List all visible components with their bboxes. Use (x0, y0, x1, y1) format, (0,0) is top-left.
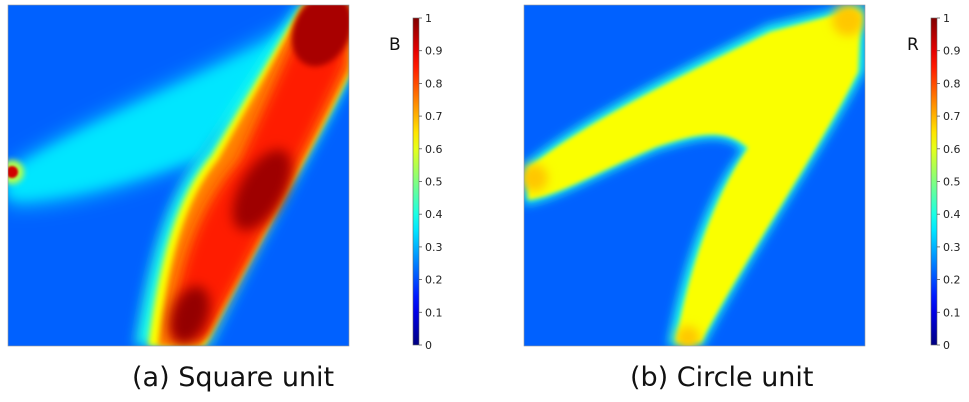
colorbar-tick-label-6: 0.6 (943, 143, 961, 156)
colorbar-tick-label-6: 0.6 (425, 143, 443, 156)
colorbar-label-b: R (907, 35, 919, 55)
caption-b: (b) Circle unit (630, 362, 814, 393)
colorbar-tick-label-4: 0.4 (943, 208, 961, 221)
colorbar-tick-label-3: 0.3 (425, 241, 443, 254)
colorbar-tick-label-1: 0.1 (943, 306, 961, 319)
colorbar-tick-label-2: 0.2 (425, 274, 443, 287)
hotspot-top (291, 5, 349, 67)
colorbar-label-a: B (389, 35, 401, 55)
plot-frame-a (7, 4, 350, 347)
colorbar-b (930, 17, 938, 346)
colorbar-tick-label-3: 0.3 (943, 241, 961, 254)
hotspot-middle (232, 149, 292, 231)
heatmap-panel-b: 0 0.1 0.2 0.3 0.4 0.5 0.6 0.7 0.8 0.9 1 R (518, 0, 969, 364)
heatmap-chart-a: 0 0.1 0.2 0.3 0.4 0.5 0.6 0.7 0.8 0.9 1 B (7, 4, 443, 352)
colorbar-tick-label-2: 0.2 (943, 274, 961, 287)
tip-left (524, 164, 548, 192)
shape-fill (528, 10, 861, 342)
colorbar-tick-label-7: 0.7 (425, 110, 443, 123)
colorbar-tick-label-8: 0.8 (425, 77, 443, 90)
caption-a: (a) Square unit (132, 362, 335, 393)
colorbar-tick-label-10: 1 (425, 12, 432, 25)
edge-spot (8, 166, 18, 178)
heatmap-field-a (8, 5, 349, 346)
colorbar-tick-label-4: 0.4 (425, 208, 443, 221)
colorbar-tick-label-5: 0.5 (943, 176, 961, 189)
tip-bottom (676, 326, 700, 346)
colorbar-tick-label-7: 0.7 (943, 110, 961, 123)
colorbar-tick-label-0: 0 (943, 339, 950, 352)
colorbar-tick-label-0: 0 (425, 339, 432, 352)
tip-top (832, 5, 864, 36)
upper-arm (8, 20, 300, 198)
colorbar-tick-label-9: 0.9 (943, 45, 961, 58)
colorbar-tick-label-1: 0.1 (425, 306, 443, 319)
colorbar-tick-label-8: 0.8 (943, 77, 961, 90)
heatmap-chart-b: 0 0.1 0.2 0.3 0.4 0.5 0.6 0.7 0.8 0.9 1 R (523, 4, 961, 352)
colorbar-tick-label-5: 0.5 (425, 176, 443, 189)
colorbar-a (412, 17, 420, 346)
heatmap-field-b (524, 5, 865, 346)
hotspot-bottom (170, 286, 210, 344)
plot-frame-b (523, 4, 866, 347)
colorbar-tick-label-9: 0.9 (425, 45, 443, 58)
colorbar-tick-label-10: 1 (943, 12, 950, 25)
heatmap-panel-a: 0 0.1 0.2 0.3 0.4 0.5 0.6 0.7 0.8 0.9 1 B (0, 0, 500, 364)
